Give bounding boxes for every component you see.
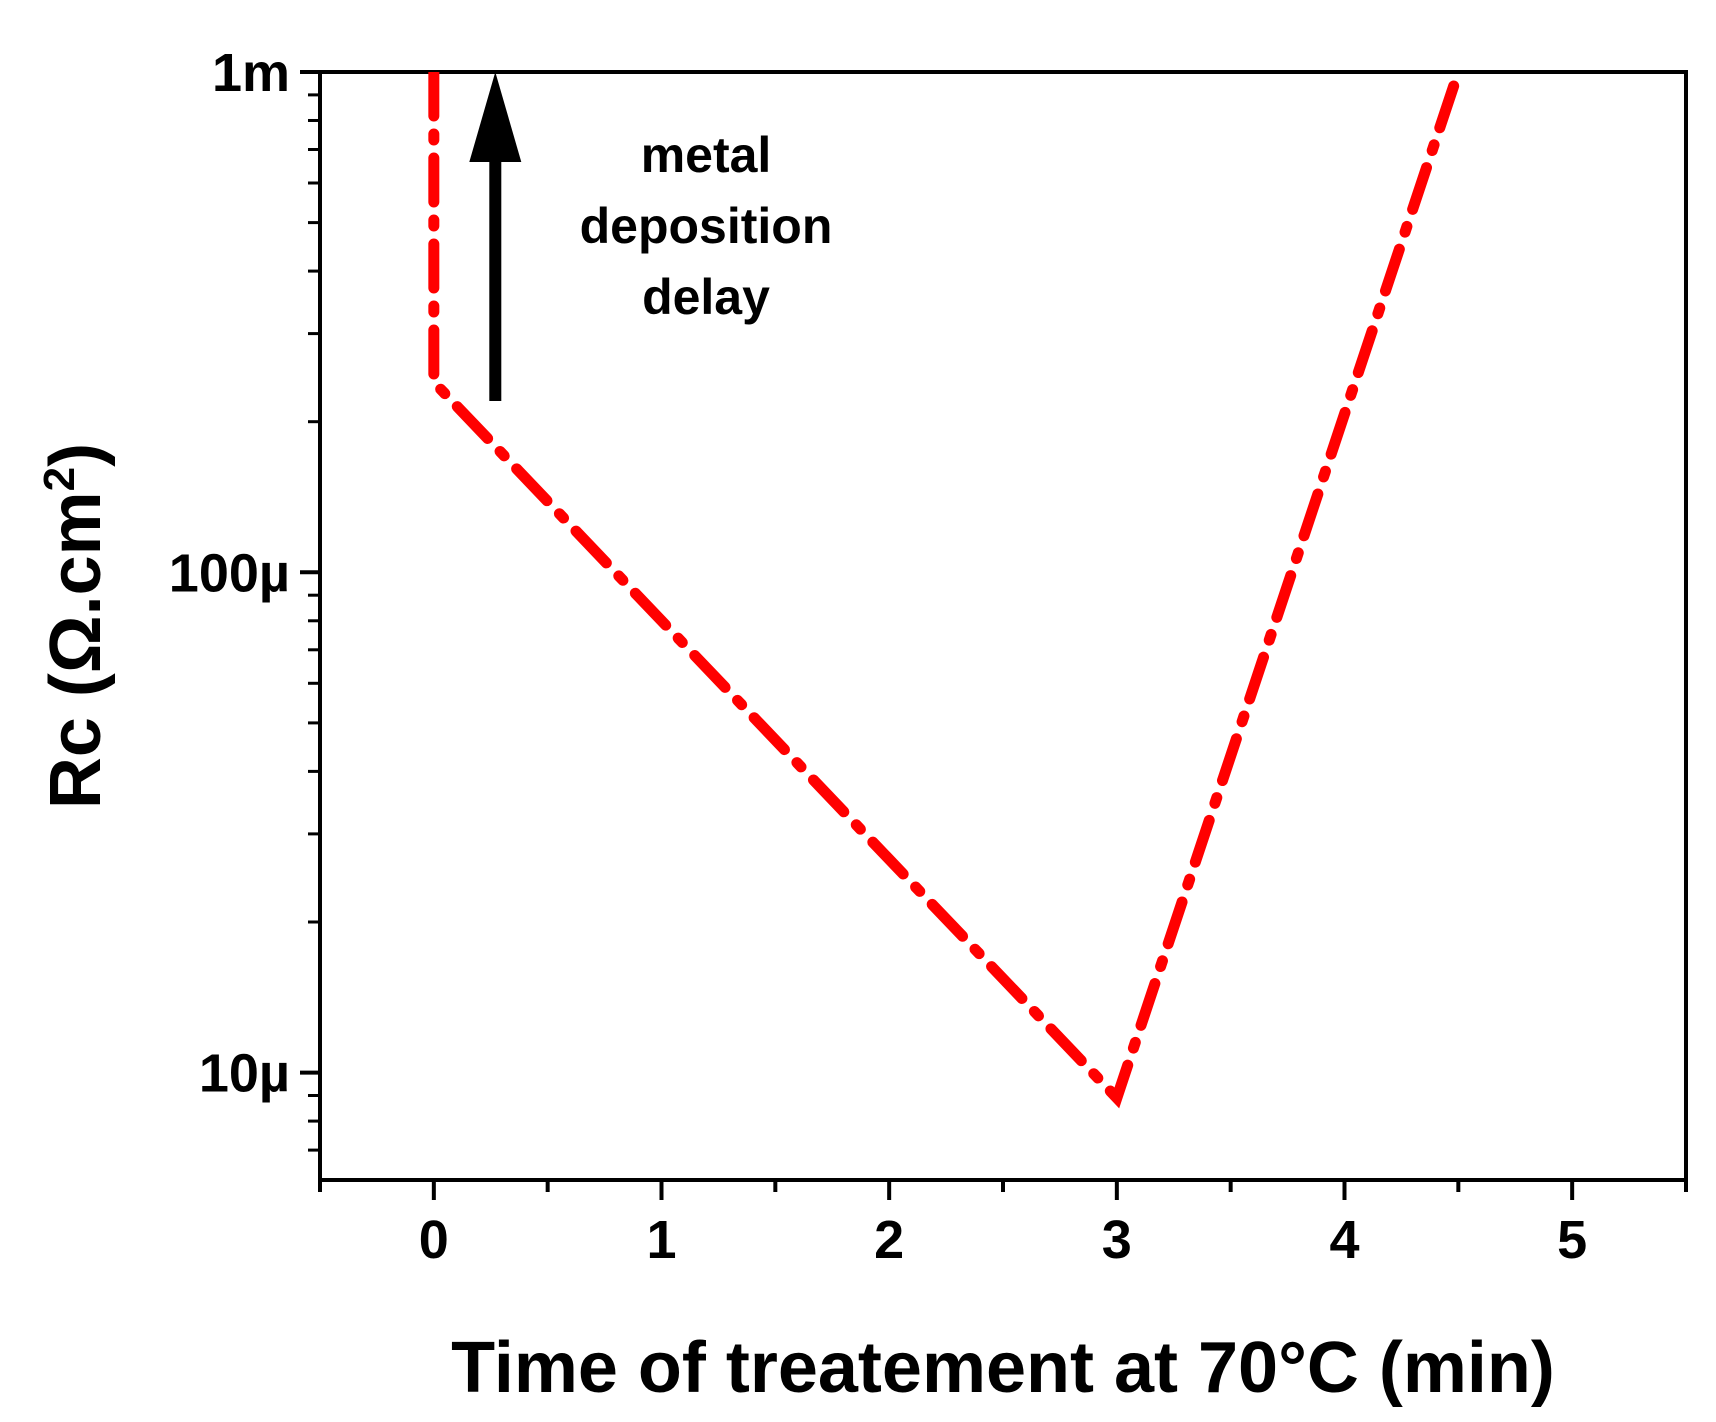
x-tick-label: 0: [419, 1210, 449, 1270]
y-minor-ticks: [308, 93, 320, 1152]
x-axis-title: Time of treatement at 70°C (min): [451, 1328, 1555, 1408]
y-axis-title-sup: 2: [35, 467, 84, 491]
annotation-layer: metal deposition delay: [469, 72, 832, 401]
x-tick-label: 4: [1329, 1210, 1359, 1270]
x-tick-label: 5: [1557, 1210, 1587, 1270]
series-layer: [428, 72, 1464, 1109]
annotation-text-line: metal: [641, 127, 772, 183]
y-axis-title-main: Rc (Ω.cm: [36, 491, 116, 809]
y-tick-label: 100µ: [169, 543, 290, 603]
x-tick-label: 1: [646, 1210, 676, 1270]
y-tick-label: 1m: [212, 43, 290, 103]
x-ticks: 0 1 2 3 4 5: [318, 1180, 1688, 1270]
annotation-text-line: deposition: [580, 198, 833, 254]
y-axis-title-close: ): [36, 443, 116, 467]
plot-frame: [318, 70, 1688, 1182]
y-axis-title: Rc (Ω.cm2): [35, 443, 116, 809]
series-line-rc: [428, 72, 1464, 1109]
x-tick-label: 3: [1102, 1210, 1132, 1270]
annotation-text-line: delay: [642, 269, 770, 325]
y-major-ticks: 10µ 100µ 1m: [169, 43, 320, 1104]
x-tick-label: 2: [874, 1210, 904, 1270]
y-tick-label: 10µ: [199, 1044, 290, 1104]
annotation-arrow-head: [469, 72, 522, 162]
